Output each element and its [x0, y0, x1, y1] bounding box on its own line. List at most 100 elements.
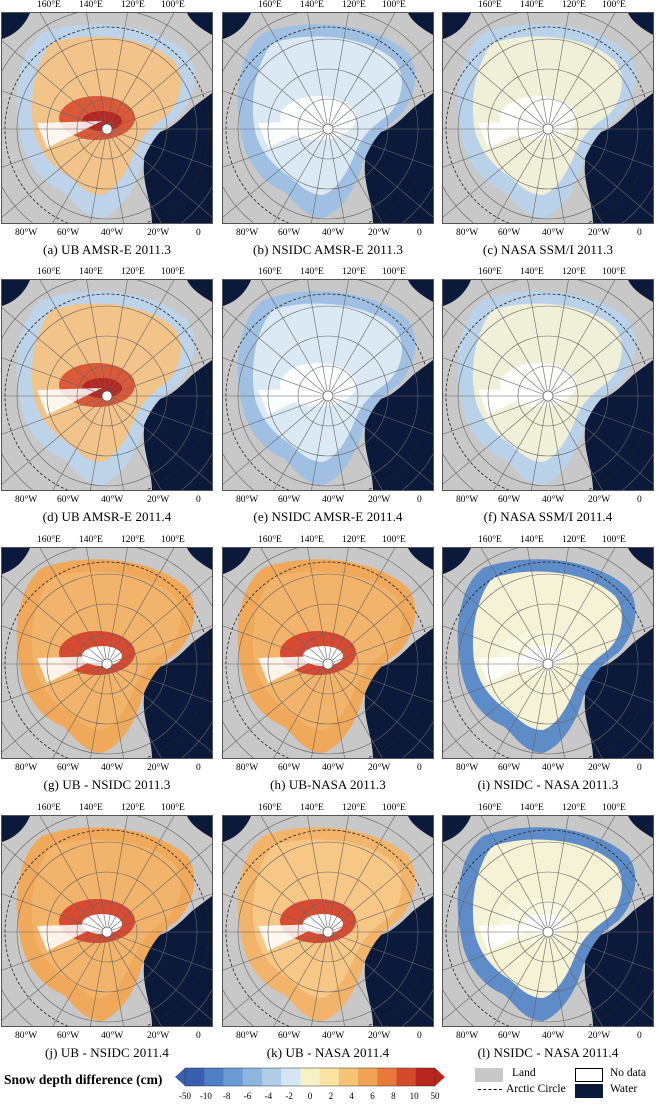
bottom-lon-label: 60°W: [278, 763, 301, 773]
top-lon-label: 140°E: [300, 267, 324, 277]
top-lon-label: 120°E: [562, 0, 586, 10]
top-lon-label: 140°E: [79, 803, 103, 813]
polar-map: [442, 815, 654, 1027]
colorbar: [175, 1067, 445, 1087]
polar-map: [1, 815, 213, 1027]
polar-map: [1, 279, 213, 491]
arctic-circle-label: Arctic Circle: [506, 1083, 566, 1095]
bottom-lon-label: 20°W: [147, 495, 170, 505]
bottom-lon-label: 60°W: [57, 495, 80, 505]
bottom-lon-label: 20°W: [588, 495, 611, 505]
bottom-lon-label: 40°W: [542, 763, 565, 773]
polar-map: [1, 12, 213, 224]
top-lon-label: 160°E: [258, 267, 282, 277]
polar-map: [442, 547, 654, 759]
bottom-lon-label: 40°W: [322, 1031, 345, 1041]
legend-title: Snow depth difference (cm): [4, 1072, 163, 1087]
top-lon-label: 120°E: [562, 535, 586, 545]
top-lon-label: 120°E: [121, 803, 145, 813]
polar-map: [1, 547, 213, 759]
colorbar-tick-label: 0: [307, 1091, 313, 1101]
bottom-lon-label: 80°W: [15, 495, 38, 505]
top-lon-label: 160°E: [258, 803, 282, 813]
top-lon-label: 100°E: [161, 535, 185, 545]
bottom-lon-label: 40°W: [322, 495, 345, 505]
arctic-circle-line: [478, 1089, 502, 1090]
top-lon-label: 140°E: [79, 267, 103, 277]
bottom-lon-label: 0: [196, 495, 201, 505]
colorbar-tick-label: -6: [243, 1091, 252, 1101]
colorbar-tick-label: -10: [199, 1091, 212, 1101]
bottom-lon-label: 40°W: [101, 1031, 124, 1041]
bottom-lon-label: 60°W: [498, 495, 521, 505]
top-lon-label: 120°E: [342, 803, 366, 813]
bottom-lon-label: 80°W: [456, 763, 479, 773]
panel-caption: (j) UB - NSIDC 2011.4: [44, 1045, 170, 1060]
top-lon-label: 160°E: [478, 0, 502, 10]
top-lon-label: 100°E: [602, 0, 626, 10]
bottom-lon-label: 0: [196, 763, 201, 773]
polar-map: [222, 547, 434, 759]
bottom-lon-label: 80°W: [236, 228, 259, 238]
bottom-lon-label: 0: [637, 763, 642, 773]
bottom-lon-label: 40°W: [101, 763, 124, 773]
bottom-lon-label: 20°W: [588, 1031, 611, 1041]
top-lon-label: 120°E: [562, 803, 586, 813]
bottom-lon-label: 20°W: [588, 228, 611, 238]
top-lon-label: 100°E: [161, 267, 185, 277]
bottom-lon-label: 60°W: [57, 1031, 80, 1041]
top-lon-label: 160°E: [258, 0, 282, 10]
top-lon-label: 140°E: [520, 535, 544, 545]
top-lon-label: 140°E: [300, 803, 324, 813]
top-lon-label: 140°E: [79, 0, 103, 10]
colorbar-tick-label: 50: [430, 1091, 440, 1101]
top-lon-label: 160°E: [37, 0, 61, 10]
map-grid: 160°E 140°E 120°E 100°E 80°W 60°W 40°W 20°W 0 (a)…: [1, 0, 654, 1060]
bottom-lon-label: 80°W: [236, 495, 259, 505]
panel-caption: (i) NSIDC - NASA 2011.3: [477, 777, 619, 792]
top-lon-label: 160°E: [258, 535, 282, 545]
panel-caption: (f) NASA SSM/I 2011.4: [483, 509, 613, 524]
top-lon-label: 120°E: [562, 267, 586, 277]
colorbar-tick-label: 2: [328, 1091, 334, 1101]
colorbar-tick-label: -8: [222, 1091, 231, 1101]
bottom-lon-label: 20°W: [147, 228, 170, 238]
bottom-lon-label: 20°W: [368, 763, 391, 773]
colorbar-tick-label: 6: [370, 1091, 375, 1101]
polar-map: [442, 279, 654, 491]
bottom-lon-label: 0: [196, 228, 201, 238]
top-lon-label: 140°E: [520, 267, 544, 277]
bottom-lon-label: 40°W: [542, 1031, 565, 1041]
panel-caption: (e) NSIDC AMSR-E 2011.4: [253, 509, 403, 524]
bottom-lon-label: 0: [417, 228, 422, 238]
panel-caption: (c) NASA SSM/I 2011.3: [482, 242, 614, 257]
bottom-lon-label: 60°W: [498, 228, 521, 238]
polar-map: [222, 279, 434, 491]
panel-caption: (b) NSIDC AMSR-E 2011.3: [253, 242, 403, 257]
bottom-lon-label: 40°W: [542, 228, 565, 238]
top-lon-label: 160°E: [478, 803, 502, 813]
top-lon-label: 140°E: [300, 0, 324, 10]
top-lon-label: 120°E: [121, 0, 145, 10]
water-label: Water: [610, 1083, 638, 1095]
panel-caption: (h) UB-NASA 2011.3: [270, 777, 386, 792]
bottom-lon-label: 80°W: [456, 495, 479, 505]
top-lon-label: 160°E: [478, 267, 502, 277]
bottom-lon-label: 80°W: [15, 763, 38, 773]
water-swatch: [575, 1084, 603, 1098]
top-lon-label: 100°E: [602, 267, 626, 277]
bottom-lon-label: 0: [637, 1031, 642, 1041]
bottom-lon-label: 60°W: [498, 1031, 521, 1041]
top-lon-label: 120°E: [121, 267, 145, 277]
bottom-lon-label: 60°W: [498, 763, 521, 773]
top-lon-label: 100°E: [602, 535, 626, 545]
no-data-swatch: [575, 1068, 603, 1082]
bottom-lon-label: 0: [196, 1031, 201, 1041]
bottom-lon-label: 20°W: [368, 1031, 391, 1041]
polar-map: [222, 12, 434, 224]
top-lon-label: 100°E: [602, 803, 626, 813]
panel-caption: (l) NSIDC - NASA 2011.4: [477, 1045, 619, 1060]
top-lon-label: 100°E: [382, 535, 406, 545]
top-lon-label: 140°E: [520, 0, 544, 10]
bottom-lon-label: 60°W: [278, 1031, 301, 1041]
